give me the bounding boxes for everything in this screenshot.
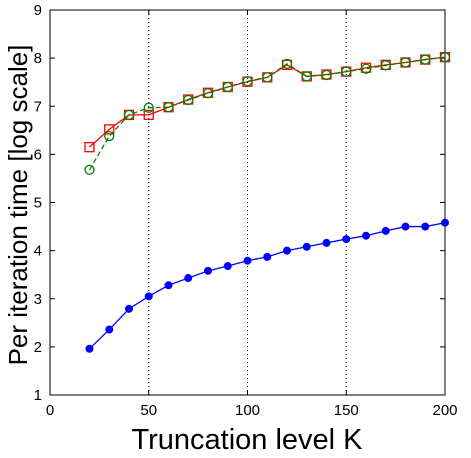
data-point	[143, 109, 154, 121]
data-point	[222, 81, 233, 93]
data-point	[262, 72, 273, 83]
data-point	[242, 76, 253, 87]
series-3	[85, 218, 449, 353]
y-tick-label: 7	[34, 98, 42, 115]
data-point	[243, 256, 252, 265]
x-tick-label: 200	[432, 402, 457, 419]
data-point	[283, 246, 291, 255]
y-tick-label: 8	[34, 50, 42, 67]
x-axis-ticks: 0 50 100 150 200	[46, 10, 458, 419]
data-point	[85, 344, 94, 353]
data-point	[223, 262, 232, 271]
data-point	[342, 235, 351, 244]
data-point	[144, 292, 153, 301]
data-point	[400, 57, 411, 68]
data-point	[441, 218, 449, 227]
x-tick-label: 150	[334, 402, 359, 419]
y-tick-label: 9	[34, 2, 42, 19]
data-point	[362, 231, 370, 240]
data-point	[104, 130, 115, 142]
y-tick-label: 4	[34, 243, 42, 260]
data-point	[341, 66, 352, 77]
data-point	[439, 52, 451, 63]
y-axis-label: Per iteration time [log scale]	[3, 45, 33, 366]
data-point	[125, 304, 133, 313]
data-point	[360, 63, 372, 74]
data-point	[164, 281, 173, 290]
x-axis-label: Truncation level K	[131, 424, 363, 456]
data-point	[105, 325, 114, 334]
data-point	[104, 124, 115, 135]
grid-lines	[148, 10, 347, 395]
data-point	[204, 266, 212, 275]
y-tick-label: 2	[34, 339, 42, 356]
y-tick-label: 3	[34, 291, 42, 308]
data-point	[321, 69, 332, 81]
data-point	[302, 242, 311, 251]
y-axis-ticks: 1 2 3 4 5 6 7 8 9	[34, 2, 445, 404]
data-point	[163, 102, 174, 113]
series-line	[88, 56, 446, 171]
data-point	[84, 142, 95, 153]
data-point	[143, 102, 154, 113]
data-point	[123, 109, 135, 121]
x-tick-label: 100	[235, 402, 260, 419]
y-tick-label: 6	[34, 146, 42, 163]
y-tick-label: 1	[34, 387, 42, 404]
x-tick-label: 50	[140, 402, 157, 419]
data-point	[202, 88, 214, 99]
data-point	[184, 274, 193, 283]
data-point	[322, 238, 331, 247]
data-point	[421, 222, 430, 231]
y-tick-label: 5	[34, 195, 42, 212]
data-point	[380, 60, 391, 71]
data-point	[183, 94, 194, 106]
data-point	[381, 226, 390, 235]
data-point	[301, 71, 312, 82]
data-point	[84, 164, 95, 175]
x-tick-label: 0	[46, 402, 54, 419]
data-point	[420, 54, 431, 65]
series-layer	[84, 52, 451, 353]
series-2	[84, 52, 451, 175]
data-point	[401, 222, 410, 231]
data-point	[263, 252, 272, 261]
data-point	[281, 58, 293, 70]
